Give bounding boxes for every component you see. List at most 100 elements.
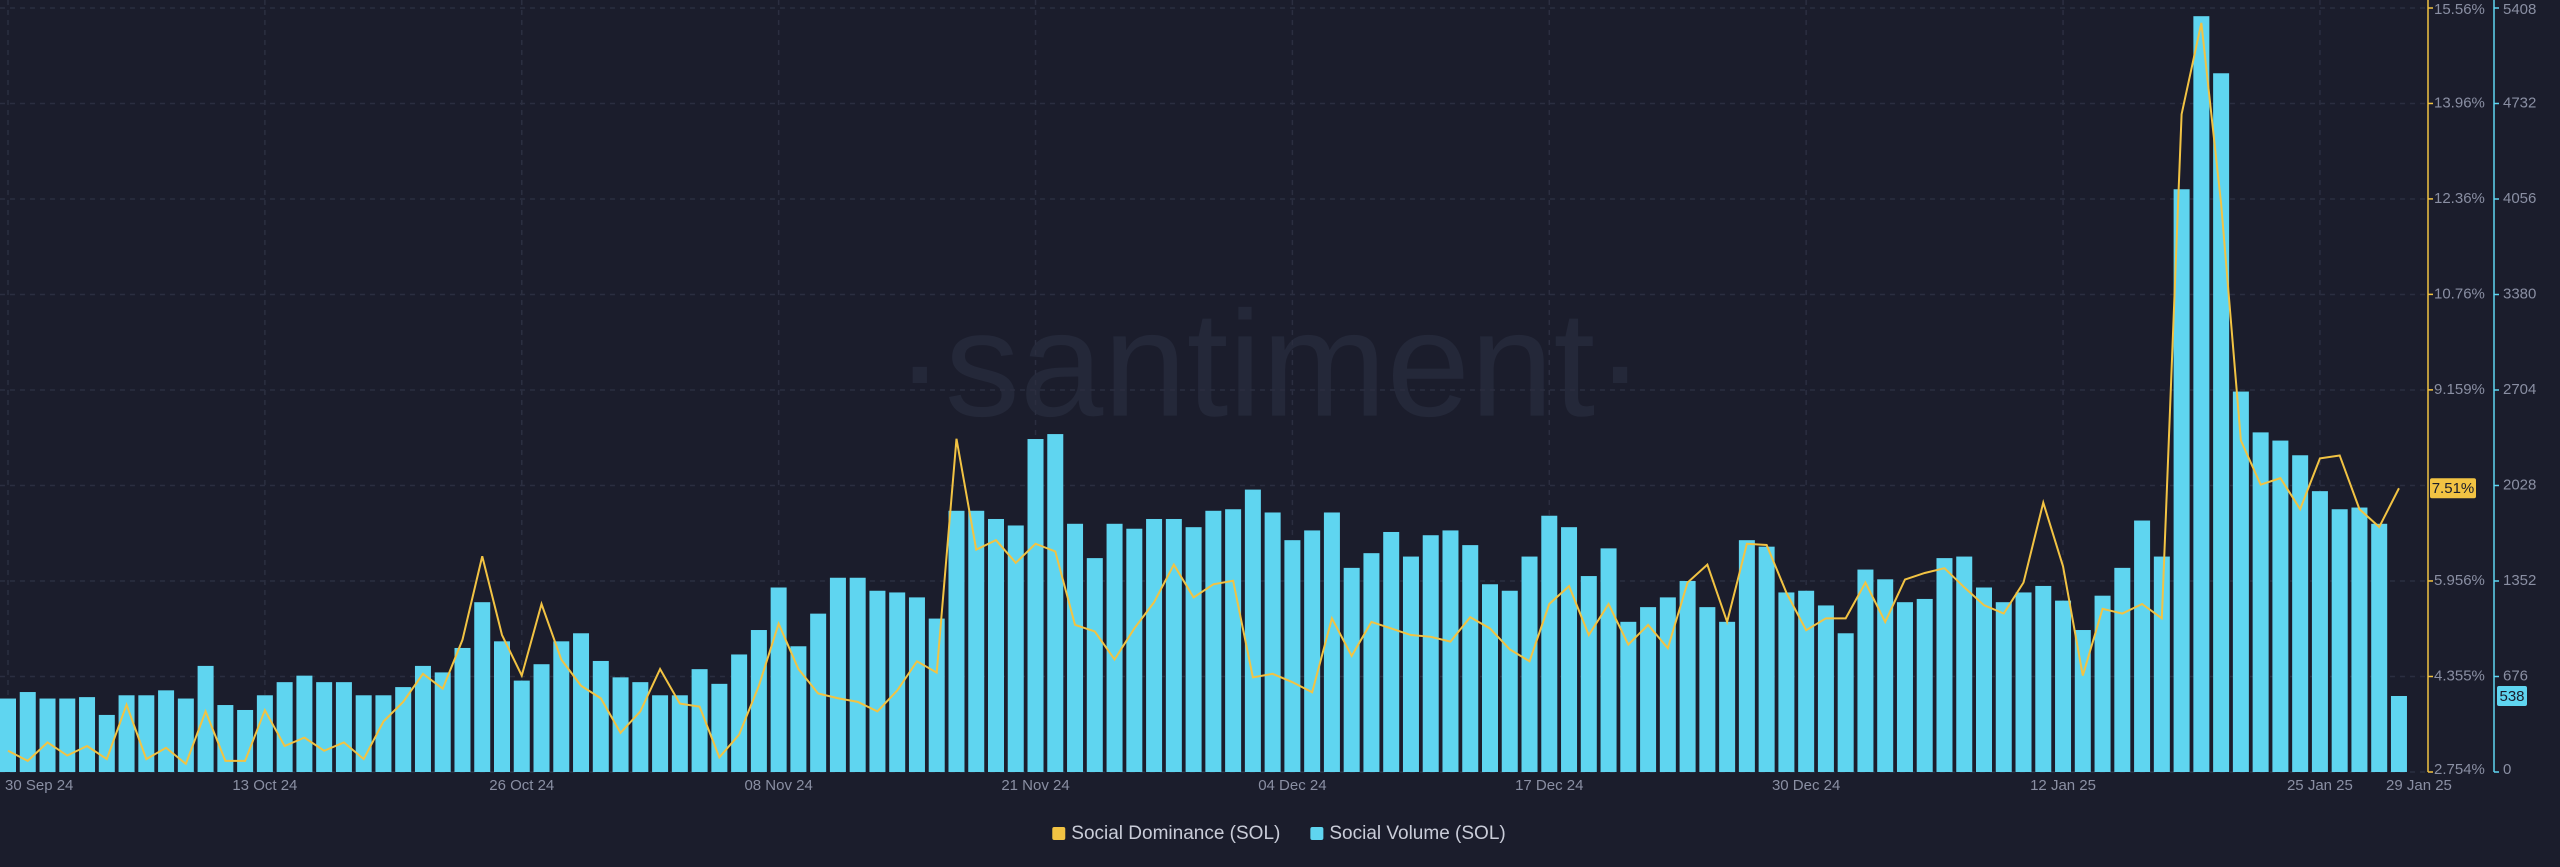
bar <box>1817 605 1834 772</box>
x-tick-label: 30 Dec 24 <box>1772 777 1840 794</box>
bar <box>1126 528 1143 772</box>
bar <box>1007 525 1024 772</box>
bar <box>573 633 590 772</box>
bar <box>869 590 886 772</box>
legend: Social Dominance (SOL) Social Volume (SOL… <box>1052 823 1506 844</box>
bar <box>908 597 925 772</box>
y2-tick-label: 5.956% <box>2434 572 2485 589</box>
bar <box>2351 507 2368 772</box>
y-tick-label: 4732 <box>2503 94 2536 111</box>
bar <box>1798 590 1815 772</box>
y-tick-label: 4056 <box>2503 190 2536 207</box>
bar <box>395 687 412 772</box>
bar <box>494 641 510 772</box>
bar <box>849 577 866 772</box>
y2-tick-label: 15.56% <box>2434 1 2485 18</box>
y2-tick-label: 2.754% <box>2434 761 2485 778</box>
bar <box>1758 546 1775 772</box>
bar <box>2114 567 2131 772</box>
bar <box>1580 576 1597 772</box>
bar <box>1896 602 1913 772</box>
bar <box>790 646 807 772</box>
bar <box>948 510 965 772</box>
bar <box>988 518 1004 772</box>
bar <box>375 695 392 772</box>
legend-label: Social Dominance (SOL) <box>1071 823 1280 844</box>
bar <box>454 647 471 772</box>
legend-swatch <box>1310 827 1324 840</box>
bar <box>2371 523 2388 772</box>
bar <box>1402 556 1419 772</box>
bar <box>1936 558 1953 772</box>
bar <box>632 682 649 772</box>
y-tick-label: 2028 <box>2503 476 2536 493</box>
x-tick-label: 04 Dec 24 <box>1258 777 1326 794</box>
bar <box>2232 391 2249 772</box>
bar <box>1837 633 1854 772</box>
bar <box>434 672 451 772</box>
bar <box>2153 556 2170 772</box>
bar <box>1956 556 1973 772</box>
bar <box>1857 569 1874 772</box>
bar <box>1304 530 1321 772</box>
bar <box>612 677 629 772</box>
bar <box>1363 553 1380 772</box>
bar <box>750 630 767 772</box>
bar <box>592 660 609 772</box>
last-value-label: 538 <box>2499 688 2524 705</box>
bar <box>652 695 669 772</box>
bar <box>1264 512 1281 772</box>
y-tick-label: 0 <box>2503 761 2511 778</box>
lines <box>7 22 2400 766</box>
last-value-badge <box>2497 685 2527 706</box>
axes: 0 676 1352 2028 2704 3380 4056 4732 5408 2.754% 4.… <box>5 0 2536 794</box>
bar <box>1205 510 1222 772</box>
x-tick-label: 08 Nov 24 <box>744 777 812 794</box>
bar <box>513 680 530 772</box>
bar <box>1659 597 1676 772</box>
bar <box>2055 600 2072 772</box>
bar <box>889 592 906 772</box>
bar <box>1185 527 1202 772</box>
bar <box>1482 584 1498 772</box>
bar <box>2390 695 2407 772</box>
bar <box>158 690 175 772</box>
y2-tick-label: 4.355% <box>2434 667 2485 684</box>
x-tick-label: 21 Nov 24 <box>1001 777 1069 794</box>
bar <box>1738 540 1755 772</box>
bar <box>1501 590 1518 772</box>
bar <box>1719 621 1736 772</box>
y2-tick-label: 13.96% <box>2434 94 2485 111</box>
bar <box>474 602 491 772</box>
bar <box>1640 607 1657 772</box>
bar <box>335 682 352 772</box>
bar <box>1995 602 2012 772</box>
bar <box>19 692 36 772</box>
last-value-badge <box>2430 478 2476 499</box>
x-tick-label: 26 Oct 24 <box>489 777 554 794</box>
bar <box>197 665 214 772</box>
y-tick-label: 5408 <box>2503 1 2536 18</box>
bar <box>731 654 748 772</box>
x-tick-label: 30 Sep 24 <box>5 777 73 794</box>
bar <box>2015 592 2032 772</box>
y2-tick-label: 9.159% <box>2434 381 2485 398</box>
legend-label: Social Volume (SOL) <box>1329 823 1505 844</box>
line <box>7 22 2400 766</box>
bar <box>98 714 115 772</box>
bar <box>770 587 787 772</box>
bar <box>1422 535 1439 772</box>
bar <box>2173 189 2190 773</box>
bar <box>533 664 550 772</box>
bar <box>2035 585 2052 772</box>
bar <box>237 709 254 772</box>
bar <box>59 698 76 772</box>
bar <box>39 698 56 772</box>
bar <box>217 705 234 772</box>
y-tick-label: 3380 <box>2503 285 2536 302</box>
bar <box>711 683 728 772</box>
bar <box>1027 439 1044 772</box>
y-tick-label: 676 <box>2503 667 2528 684</box>
x-tick-label: 25 Jan 25 <box>2287 777 2353 794</box>
